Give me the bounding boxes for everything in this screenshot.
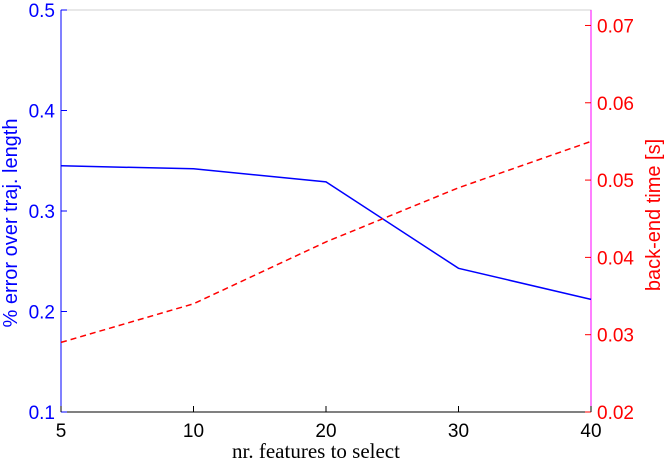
x-tick-label: 40 <box>580 421 601 442</box>
series-layer <box>60 140 592 344</box>
left-y-tick-label: 0.3 <box>29 202 55 223</box>
left-y-axis-label: % error over traj. length <box>0 119 22 328</box>
right-y-tick-label: 0.04 <box>597 248 634 269</box>
x-axis-label: nr. features to select <box>232 439 400 463</box>
right-y-tick-label: 0.05 <box>597 171 634 192</box>
left-y-tick-label: 0.5 <box>29 1 55 22</box>
x-tick-label: 20 <box>315 421 336 442</box>
plot-frame <box>60 9 592 413</box>
right-y-tick-label: 0.03 <box>597 326 634 347</box>
x-tick-label: 30 <box>448 421 469 442</box>
backend-time-series-line <box>60 140 592 344</box>
x-tick-label: 5 <box>56 421 67 442</box>
left-y-tick-label: 0.2 <box>29 303 55 324</box>
right-y-tick-label: 0.02 <box>597 403 634 424</box>
left-y-tick-label: 0.1 <box>29 403 55 424</box>
left-y-tick-label: 0.4 <box>29 102 56 123</box>
right-y-ticks: 0.02 0.03 0.04 0.05 0.06 0.07 <box>585 16 634 424</box>
error-series-line <box>60 165 592 301</box>
x-tick-label: 10 <box>183 421 204 442</box>
right-y-tick-label: 0.07 <box>597 16 634 37</box>
x-ticks: 5 10 20 30 40 <box>56 406 602 442</box>
right-y-tick-label: 0.06 <box>597 94 634 115</box>
left-y-ticks: 0.1 0.2 0.3 0.4 0.5 <box>29 1 67 424</box>
right-y-axis-label: back-end time [s] <box>643 139 665 291</box>
